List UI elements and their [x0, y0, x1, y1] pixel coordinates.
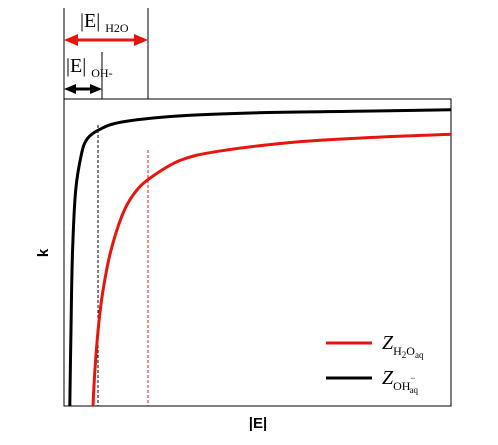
legend-label-oh: ZOH− aq: [382, 367, 419, 395]
e-oh-arrow: [64, 84, 102, 94]
series-line-oh: [68, 108, 452, 407]
x-axis-label: |E|: [249, 415, 267, 432]
legend: ZH2Oaq ZOH− aq: [326, 332, 424, 395]
series-line-h2o: [91, 132, 452, 407]
e-h2o-label: |E| H2O: [80, 10, 129, 35]
e-h2o-arrow: [64, 34, 148, 46]
y-axis-label: k: [35, 248, 52, 257]
plot-frame: [63, 98, 452, 407]
e-oh-label: |E| OH-: [66, 55, 113, 80]
legend-label-h2o: ZH2Oaq: [382, 332, 424, 360]
